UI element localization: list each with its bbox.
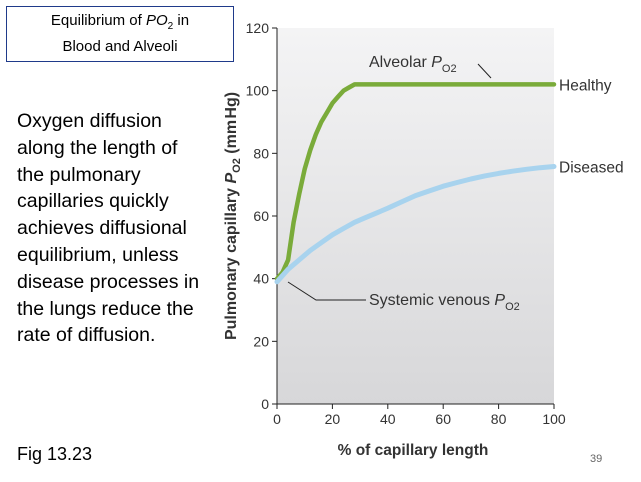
x-tick-label: 60 (435, 411, 451, 427)
x-axis-label: % of capillary length (338, 442, 489, 459)
series-line-diseased (274, 164, 557, 285)
y-tick-label: 100 (246, 83, 270, 99)
x-tick-label: 80 (491, 411, 507, 427)
y-tick-label: 120 (246, 20, 270, 36)
y-tick-label: 20 (253, 333, 269, 349)
x-tick-label: 100 (542, 411, 566, 427)
venous-leader-line (287, 281, 366, 301)
series-label-healthy: Healthy (559, 77, 612, 94)
slide-title-box: Equilibrium of PO2 in Blood and Alveoli (6, 6, 234, 62)
slide-description: Oxygen diffusion along the length of the… (17, 110, 200, 347)
axes: 0 20 40 60 80 100 120 0 20 40 60 80 100 (246, 20, 566, 427)
y-tick-label: 60 (253, 208, 269, 224)
y-axis-label: Pulmonary capillary PO2 (mm Hg) (223, 92, 243, 340)
curves: Healthy Diseased (274, 77, 624, 285)
y-tick-label: 0 (261, 396, 269, 412)
series-line-healthy (274, 82, 557, 281)
x-tick-label: 0 (273, 411, 281, 427)
alveolar-po2-annotation: Alveolar PO2 (369, 54, 457, 75)
y-tick-label: 80 (253, 145, 269, 161)
plot-area (277, 28, 554, 404)
slide-title-line1: Equilibrium of PO2 in (50, 12, 190, 32)
alveolar-leader-line (477, 63, 492, 79)
x-tick-label: 40 (380, 411, 396, 427)
figure-label: Fig 13.23 (17, 444, 93, 464)
slide-number: 39 (590, 453, 603, 465)
y-tick-label: 40 (253, 271, 269, 287)
systemic-venous-po2-annotation: Systemic venous PO2 (369, 292, 520, 313)
series-label-diseased: Diseased (559, 159, 624, 176)
x-tick-label: 20 (325, 411, 341, 427)
slide-title-line2: Blood and Alveoli (62, 38, 178, 55)
